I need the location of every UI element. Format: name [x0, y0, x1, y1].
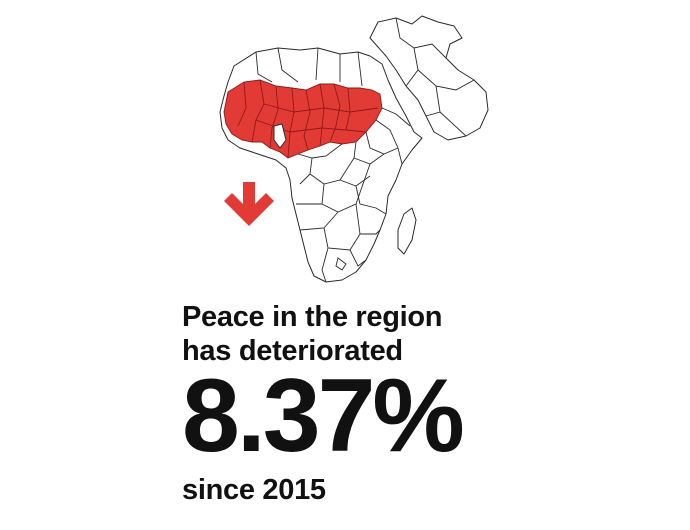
arrow-down-icon	[222, 180, 276, 228]
headline-line-1: Peace in the region	[182, 301, 443, 333]
africa-map	[200, 8, 490, 300]
middle-east-shape	[369, 15, 489, 141]
stat-value: 8.37%	[182, 358, 465, 474]
headline-line-2: has deteriorated	[182, 335, 403, 367]
since-label: since 2015	[182, 474, 326, 506]
coastal-gap	[273, 123, 287, 149]
africa-map-svg	[219, 15, 489, 283]
madagascar-shape	[397, 207, 417, 255]
